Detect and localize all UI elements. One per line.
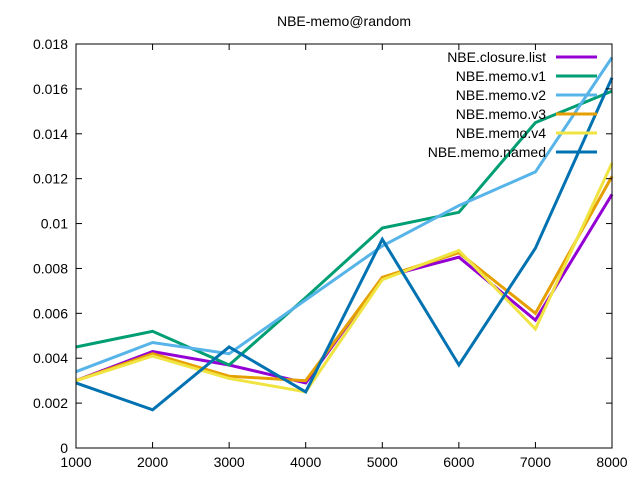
y-tick-label: 0.002: [33, 395, 68, 411]
legend: NBE.closure.list NBE.memo.v1 NBE.memo.v2 NB…: [428, 49, 597, 160]
y-tick-label: 0.016: [33, 81, 68, 97]
plot-lines: [75, 56, 614, 412]
series-line-nbe-memo-v1: [75, 89, 613, 367]
plot-frame: [75, 43, 613, 449]
x-tick-label: 3000: [214, 454, 245, 470]
legend-label: NBE.closure.list: [447, 49, 546, 65]
legend-label: NBE.memo.named: [428, 144, 546, 160]
legend-label: NBE.memo.v2: [456, 87, 546, 103]
y-tick-label: 0.014: [33, 126, 68, 142]
axis-ticks: 0 0.002 0.004 0.006 0.008 0.01 0.012 0.014 0.016…: [33, 36, 628, 470]
series-line-nbe-memo-v4: [75, 162, 614, 394]
y-tick-label: 0.006: [33, 305, 68, 321]
x-tick-label: 8000: [596, 454, 627, 470]
series-line-nbe-memo-v3: [75, 175, 614, 383]
x-tick-label: 1000: [60, 454, 91, 470]
legend-label: NBE.memo.v4: [456, 125, 546, 141]
legend-label: NBE.memo.v1: [456, 68, 546, 84]
x-tick-label: 2000: [137, 454, 168, 470]
series-line-nbe-memo-v2: [75, 56, 614, 374]
chart-title: NBE-memo@random: [277, 13, 411, 29]
y-tick-label: 0.012: [33, 171, 68, 187]
series-line-nbe-memo-named: [75, 77, 614, 412]
y-tick-label: 0.004: [33, 350, 68, 366]
x-tick-label: 6000: [443, 454, 474, 470]
x-tick-label: 4000: [290, 454, 321, 470]
y-tick-label: 0.018: [33, 36, 68, 52]
legend-label: NBE.memo.v3: [456, 106, 546, 122]
y-tick-label: 0.01: [41, 216, 68, 232]
x-tick-label: 5000: [367, 454, 398, 470]
x-tick-label: 7000: [520, 454, 551, 470]
y-tick-label: 0.008: [33, 260, 68, 276]
y-tick-label: 0: [60, 440, 68, 456]
